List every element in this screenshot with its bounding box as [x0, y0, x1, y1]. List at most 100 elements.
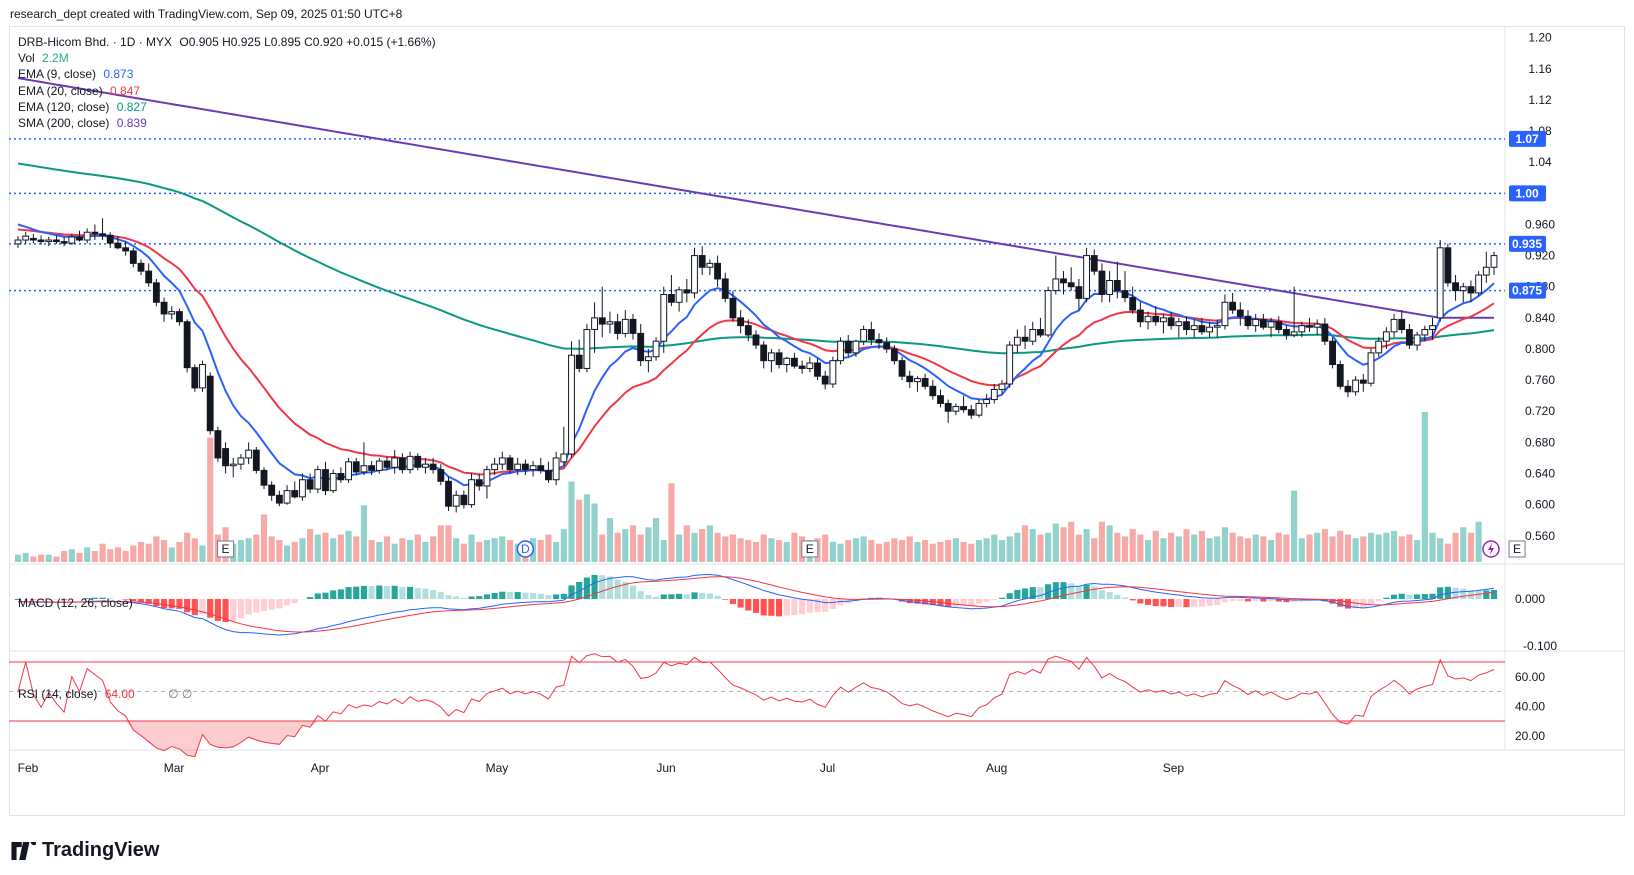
volume-bar	[945, 540, 952, 562]
macd-hist-bar	[1360, 599, 1367, 608]
candle-body	[937, 395, 944, 404]
tradingview-logo[interactable]: TradingView	[10, 839, 159, 862]
horizontal-level-badge	[1509, 185, 1546, 202]
candle-body	[867, 329, 875, 341]
candle-body	[998, 383, 1006, 390]
volume-bar	[537, 540, 544, 562]
candle	[744, 319, 752, 342]
macd-hist-bar	[1014, 589, 1021, 599]
volume-bar	[1390, 530, 1398, 562]
macd-hist-bar	[1452, 587, 1459, 599]
candle-body	[176, 311, 183, 323]
candle	[1060, 271, 1067, 295]
candle-body	[1152, 315, 1160, 323]
candle-body	[691, 255, 698, 294]
legend-ema20-row: EMA (20, close) 0.847	[18, 83, 436, 99]
candle-body	[483, 469, 491, 487]
legend-symbol[interactable]: DRB-Hicom Bhd. · 1D · MYX	[18, 35, 173, 49]
candle-body	[1436, 247, 1444, 319]
legend-ema20-label[interactable]: EMA (20, close)	[18, 83, 103, 98]
volume-bar	[245, 538, 252, 562]
macd-hist-bar	[137, 599, 145, 603]
candle-body	[1160, 317, 1167, 323]
price-tick-label: 0.640	[1525, 467, 1555, 481]
legend-rsi-label[interactable]: RSI (14, close)	[18, 687, 98, 701]
candle-body	[1321, 323, 1329, 342]
macd-hist-bar	[645, 595, 652, 599]
volume-bar	[237, 540, 245, 562]
candle	[1121, 271, 1129, 303]
legend-ema9-label[interactable]: EMA (9, close)	[18, 67, 97, 82]
candle-body	[537, 465, 545, 471]
candle	[1382, 327, 1390, 349]
candle-body	[345, 461, 352, 481]
candle	[1144, 311, 1152, 330]
macd-hist-bar	[445, 595, 452, 599]
candle-body	[1060, 278, 1067, 284]
candle	[14, 236, 22, 248]
volume-bar	[253, 534, 260, 562]
candle-body	[129, 250, 137, 264]
event-marker: E	[801, 540, 819, 558]
macd-hist-bar	[360, 585, 368, 599]
legend-ema9-row: EMA (9, close) 0.873	[18, 66, 436, 82]
candle-body	[1052, 278, 1060, 292]
legend-ema120-value: 0.827	[116, 99, 147, 114]
candle	[176, 308, 183, 326]
legend-sma200-label[interactable]: SMA (200, close)	[18, 115, 110, 130]
candle-body	[1236, 309, 1244, 317]
volume-bar	[829, 541, 836, 562]
candle-body	[83, 231, 91, 241]
candle	[867, 321, 875, 346]
legend-sma200-value: 0.839	[116, 115, 147, 130]
volume-bar	[1467, 532, 1475, 562]
volume-bar	[1267, 540, 1275, 562]
candle-body	[668, 294, 675, 303]
volume-bar	[176, 541, 183, 562]
volume-bar	[45, 554, 52, 562]
candle	[375, 457, 383, 474]
macd-hist-bar	[184, 599, 191, 613]
volume-bar	[1160, 538, 1167, 562]
candle-body	[429, 463, 437, 471]
volume-bar	[868, 540, 875, 562]
candle	[237, 454, 245, 470]
volume-bar	[506, 540, 514, 562]
macd-hist-bar	[1460, 588, 1467, 599]
candle-body	[1121, 290, 1129, 299]
legend-ema120-label[interactable]: EMA (120, close)	[18, 99, 110, 114]
candle-body	[706, 262, 714, 268]
macd-hist-bar	[714, 595, 721, 599]
candle	[22, 232, 30, 244]
macd-hist-bar	[676, 593, 683, 599]
macd-hist-bar	[952, 599, 959, 607]
candle	[898, 356, 906, 381]
candle-body	[1144, 315, 1152, 323]
candle-body	[744, 325, 752, 336]
candle	[445, 476, 452, 511]
horizontal-level-badge	[1509, 130, 1546, 147]
macd-hist-bar	[1198, 599, 1205, 607]
rsi-tick-label: 20.00	[1515, 729, 1545, 743]
candle-body	[675, 289, 683, 303]
legend-vol-label[interactable]: Vol	[18, 51, 35, 66]
time-axis-label: Mar	[164, 761, 185, 775]
candle-body	[775, 352, 783, 366]
candle-body	[329, 473, 337, 492]
candle-body	[406, 455, 414, 471]
macd-hist-bar	[506, 592, 514, 599]
candle	[683, 278, 691, 303]
macd-hist-bar	[1091, 586, 1098, 599]
volume-bar	[145, 543, 152, 562]
macd-hist-bar	[399, 586, 406, 599]
time-axis-label: Aug	[986, 761, 1007, 775]
volume-bar	[729, 534, 737, 562]
candle	[152, 278, 160, 307]
candle-body	[452, 494, 460, 507]
volume-bar	[1106, 525, 1113, 562]
volume-bar	[822, 534, 829, 562]
macd-line	[18, 573, 1495, 636]
legend-macd-label[interactable]: MACD (12, 26, close)	[18, 596, 133, 610]
volume-bar	[1260, 536, 1267, 562]
